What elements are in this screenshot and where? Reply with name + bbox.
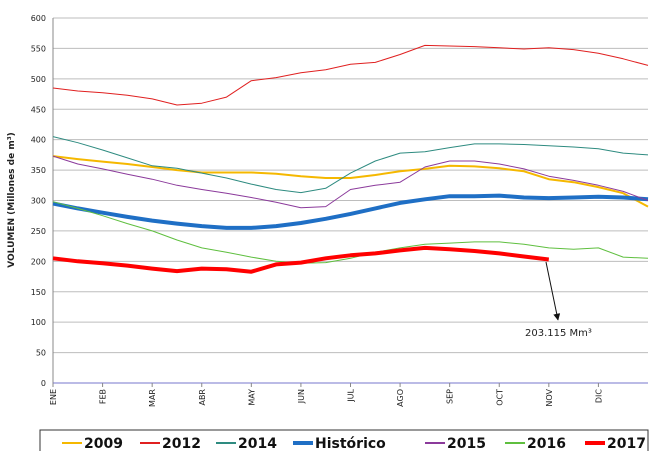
y-tick-label: 600 bbox=[31, 14, 46, 23]
x-tick-label: MAR bbox=[148, 389, 157, 407]
legend-label: 2016 bbox=[527, 436, 566, 451]
y-tick-label: 200 bbox=[31, 257, 46, 266]
legend-label: 2009 bbox=[84, 436, 123, 451]
legend-label: 2015 bbox=[447, 436, 486, 451]
y-tick-label: 400 bbox=[31, 136, 46, 145]
legend-label: 2017 bbox=[607, 436, 646, 451]
x-tick-label: NOV bbox=[545, 388, 554, 406]
x-tick-label: DIC bbox=[594, 389, 603, 404]
legend-label: Histórico bbox=[315, 436, 386, 451]
x-tick-label: ABR bbox=[198, 389, 207, 406]
y-tick-label: 300 bbox=[31, 197, 46, 206]
y-tick-label: 0 bbox=[41, 379, 46, 388]
x-tick-label: OCT bbox=[495, 389, 504, 406]
series-line bbox=[52, 136, 649, 194]
y-tick-label: 500 bbox=[31, 75, 46, 84]
annotation: 203.115 Mm³ bbox=[525, 328, 592, 339]
x-tick-label: JUL bbox=[347, 388, 356, 402]
x-tick-label: SEP bbox=[446, 389, 455, 404]
legend-label: 2012 bbox=[162, 436, 201, 451]
series-line bbox=[52, 44, 649, 106]
series-line bbox=[52, 201, 649, 264]
x-tick-label: JUN bbox=[297, 389, 306, 404]
y-tick-label: 250 bbox=[31, 227, 46, 236]
y-tick-label: 100 bbox=[31, 318, 46, 327]
y-tick-label: 50 bbox=[36, 349, 46, 358]
annotation-arrow bbox=[545, 261, 561, 321]
y-tick-label: 150 bbox=[31, 288, 46, 297]
legend-label: 2014 bbox=[238, 436, 277, 451]
x-tick-label: AGO bbox=[396, 389, 405, 407]
series-line bbox=[52, 193, 649, 230]
series-line bbox=[52, 245, 550, 274]
x-tick-label: ENE bbox=[49, 389, 58, 405]
y-tick-label: 350 bbox=[31, 166, 46, 175]
y-axis-label: VOLUMEN (Millones de m³) bbox=[7, 132, 17, 268]
x-tick-label: MAY bbox=[247, 389, 256, 406]
x-tick-label: FEB bbox=[99, 389, 108, 404]
series-line bbox=[52, 155, 649, 208]
y-tick-label: 550 bbox=[31, 44, 46, 53]
y-tick-label: 450 bbox=[31, 105, 46, 114]
series-line bbox=[52, 155, 649, 209]
